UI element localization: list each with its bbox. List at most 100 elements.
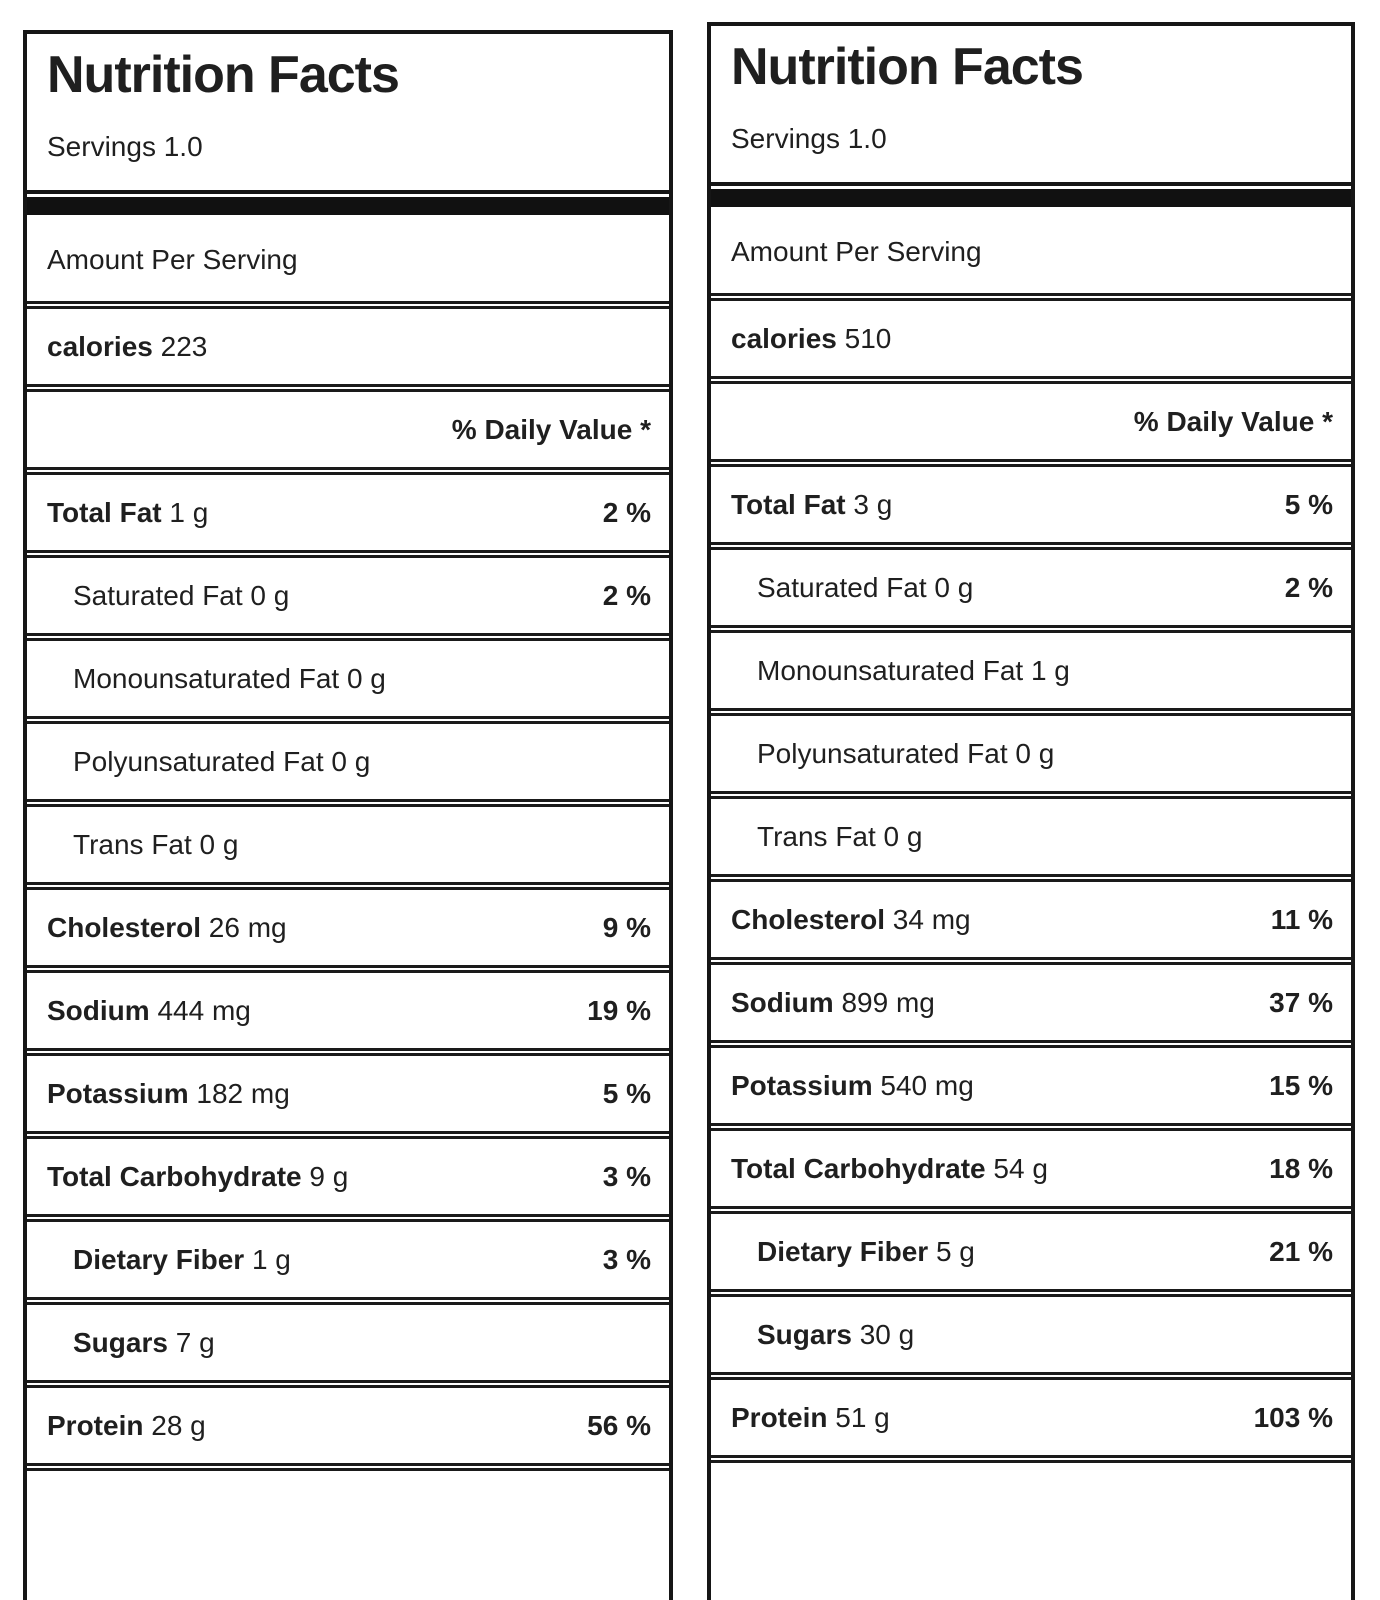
- nutrient-amount: 0 g: [242, 579, 290, 611]
- label-title: Nutrition Facts: [731, 38, 1084, 96]
- nutrient-name: Potassium: [47, 1077, 189, 1109]
- amount-per-serving-row: Amount Per Serving: [27, 218, 669, 301]
- table-row: Total Fat 1 g 2 %: [27, 467, 669, 550]
- servings-text: Servings 1.0: [731, 122, 887, 154]
- nutrient-name: Dietary Fiber: [757, 1235, 929, 1267]
- nutrient-text: Polyunsaturated Fat 0 g: [73, 746, 370, 778]
- nutrient-percent: 2 %: [1284, 571, 1333, 603]
- nutrient-name: Total Fat: [47, 496, 162, 528]
- nutrient-percent: 103 %: [1253, 1401, 1333, 1433]
- calories-row: calories 510: [711, 293, 1351, 376]
- nutrient-name: Monounsaturated Fat: [757, 654, 1024, 686]
- nutrient-name: Saturated Fat: [73, 579, 243, 611]
- nutrient-name: Total Fat: [731, 488, 846, 520]
- table-row: Protein 28 g 56 %: [27, 1380, 669, 1463]
- servings-text: Servings 1.0: [47, 130, 203, 162]
- table-row: Saturated Fat 0 g 2 %: [27, 550, 669, 633]
- nutrient-text: Saturated Fat 0 g: [73, 580, 289, 612]
- nutrient-name: Monounsaturated Fat: [73, 662, 340, 694]
- nutrition-label: Nutrition Facts Servings 1.0 Amount Per …: [707, 22, 1355, 1600]
- nutrient-text: Dietary Fiber 1 g: [73, 1244, 291, 1276]
- table-row: Total Carbohydrate 9 g 3 %: [27, 1131, 669, 1214]
- daily-value-header-row: % Daily Value *: [27, 384, 669, 467]
- nutrient-name: Protein: [47, 1409, 144, 1441]
- table-row: Protein 51 g 103 %: [711, 1372, 1351, 1455]
- nutrient-percent: 5 %: [1284, 488, 1333, 520]
- nutrient-name: Saturated Fat: [757, 571, 927, 603]
- nutrient-text: Dietary Fiber 5 g: [757, 1236, 975, 1268]
- nutrient-amount: 51 g: [827, 1401, 890, 1433]
- nutrient-name: Trans Fat: [73, 828, 192, 860]
- nutrient-text: Sodium 899 mg: [731, 987, 935, 1019]
- table-row: Saturated Fat 0 g 2 %: [711, 542, 1351, 625]
- label-header: Nutrition Facts Servings 1.0: [27, 34, 669, 194]
- nutrient-text: Potassium 540 mg: [731, 1070, 974, 1102]
- nutrient-name: Sodium: [47, 994, 150, 1026]
- nutrient-amount: 0 g: [926, 571, 974, 603]
- calories-label: calories: [731, 322, 837, 354]
- nutrient-text: Protein 28 g: [47, 1410, 206, 1442]
- table-row: Potassium 540 mg 15 %: [711, 1040, 1351, 1123]
- nutrient-text: Total Fat 1 g: [47, 497, 208, 529]
- nutrient-amount: 28 g: [143, 1409, 206, 1441]
- nutrient-percent: 5 %: [602, 1077, 651, 1109]
- table-row: Sugars 7 g: [27, 1297, 669, 1380]
- amount-per-serving-label: Amount Per Serving: [731, 235, 982, 267]
- nutrient-amount: 1 g: [161, 496, 209, 528]
- table-row: Dietary Fiber 5 g 21 %: [711, 1206, 1351, 1289]
- nutrient-rows: Amount Per Serving calories 510 % Daily …: [711, 210, 1351, 1545]
- nutrient-text: Sugars 7 g: [73, 1327, 215, 1359]
- nutrient-name: Total Carbohydrate: [47, 1160, 302, 1192]
- nutrient-text: Total Carbohydrate 9 g: [47, 1161, 348, 1193]
- nutrient-text: Trans Fat 0 g: [73, 829, 238, 861]
- table-row: Polyunsaturated Fat 0 g: [711, 708, 1351, 791]
- nutrient-text: Monounsaturated Fat 1 g: [757, 655, 1070, 687]
- nutrient-amount: 540 mg: [872, 1069, 974, 1101]
- nutrient-text: Potassium 182 mg: [47, 1078, 290, 1110]
- nutrient-name: Cholesterol: [47, 911, 202, 943]
- nutrient-amount: 54 g: [985, 1152, 1048, 1184]
- table-row: Dietary Fiber 1 g 3 %: [27, 1214, 669, 1297]
- table-row: Sodium 444 mg 19 %: [27, 965, 669, 1048]
- nutrient-name: Protein: [731, 1401, 828, 1433]
- thick-divider: [27, 194, 669, 218]
- nutrient-text: Protein 51 g: [731, 1402, 890, 1434]
- nutrient-amount: 1 g: [244, 1243, 291, 1275]
- nutrient-amount: 182 mg: [188, 1077, 290, 1109]
- table-row: Trans Fat 0 g: [711, 791, 1351, 874]
- nutrient-amount: 26 mg: [201, 911, 287, 943]
- table-row: Cholesterol 26 mg 9 %: [27, 882, 669, 965]
- label-header: Nutrition Facts Servings 1.0: [711, 26, 1351, 186]
- nutrient-percent: 9 %: [602, 911, 651, 943]
- table-row: Potassium 182 mg 5 %: [27, 1048, 669, 1131]
- table-row: Monounsaturated Fat 1 g: [711, 625, 1351, 708]
- nutrient-text: Saturated Fat 0 g: [757, 572, 973, 604]
- calories-text: calories 223: [47, 331, 207, 363]
- table-row: Sodium 899 mg 37 %: [711, 957, 1351, 1040]
- nutrient-amount: 0 g: [323, 745, 371, 777]
- calories-row: calories 223: [27, 301, 669, 384]
- nutrient-text: Sodium 444 mg: [47, 995, 251, 1027]
- nutrient-text: Monounsaturated Fat 0 g: [73, 663, 386, 695]
- daily-value-header: % Daily Value *: [1133, 405, 1333, 437]
- nutrient-amount: 9 g: [301, 1160, 349, 1192]
- nutrient-percent: 15 %: [1269, 1069, 1333, 1101]
- label-title: Nutrition Facts: [47, 46, 400, 104]
- nutrient-text: Total Fat 3 g: [731, 489, 892, 521]
- nutrient-percent: 2 %: [602, 496, 651, 528]
- nutrient-percent: 37 %: [1269, 986, 1333, 1018]
- calories-value: 223: [160, 330, 208, 362]
- nutrition-label: Nutrition Facts Servings 1.0 Amount Per …: [23, 30, 673, 1600]
- nutrient-name: Trans Fat: [757, 820, 876, 852]
- nutrient-percent: 11 %: [1270, 903, 1333, 935]
- nutrient-percent: 56 %: [587, 1409, 651, 1441]
- table-row-partial: [27, 1463, 669, 1553]
- nutrient-amount: 34 mg: [885, 903, 971, 935]
- nutrient-percent: 3 %: [602, 1243, 651, 1275]
- nutrient-percent: 18 %: [1269, 1152, 1333, 1184]
- amount-per-serving-row: Amount Per Serving: [711, 210, 1351, 293]
- nutrient-name: Sugars: [757, 1318, 852, 1350]
- nutrient-amount: 899 mg: [833, 986, 935, 1018]
- nutrient-percent: 2 %: [602, 579, 651, 611]
